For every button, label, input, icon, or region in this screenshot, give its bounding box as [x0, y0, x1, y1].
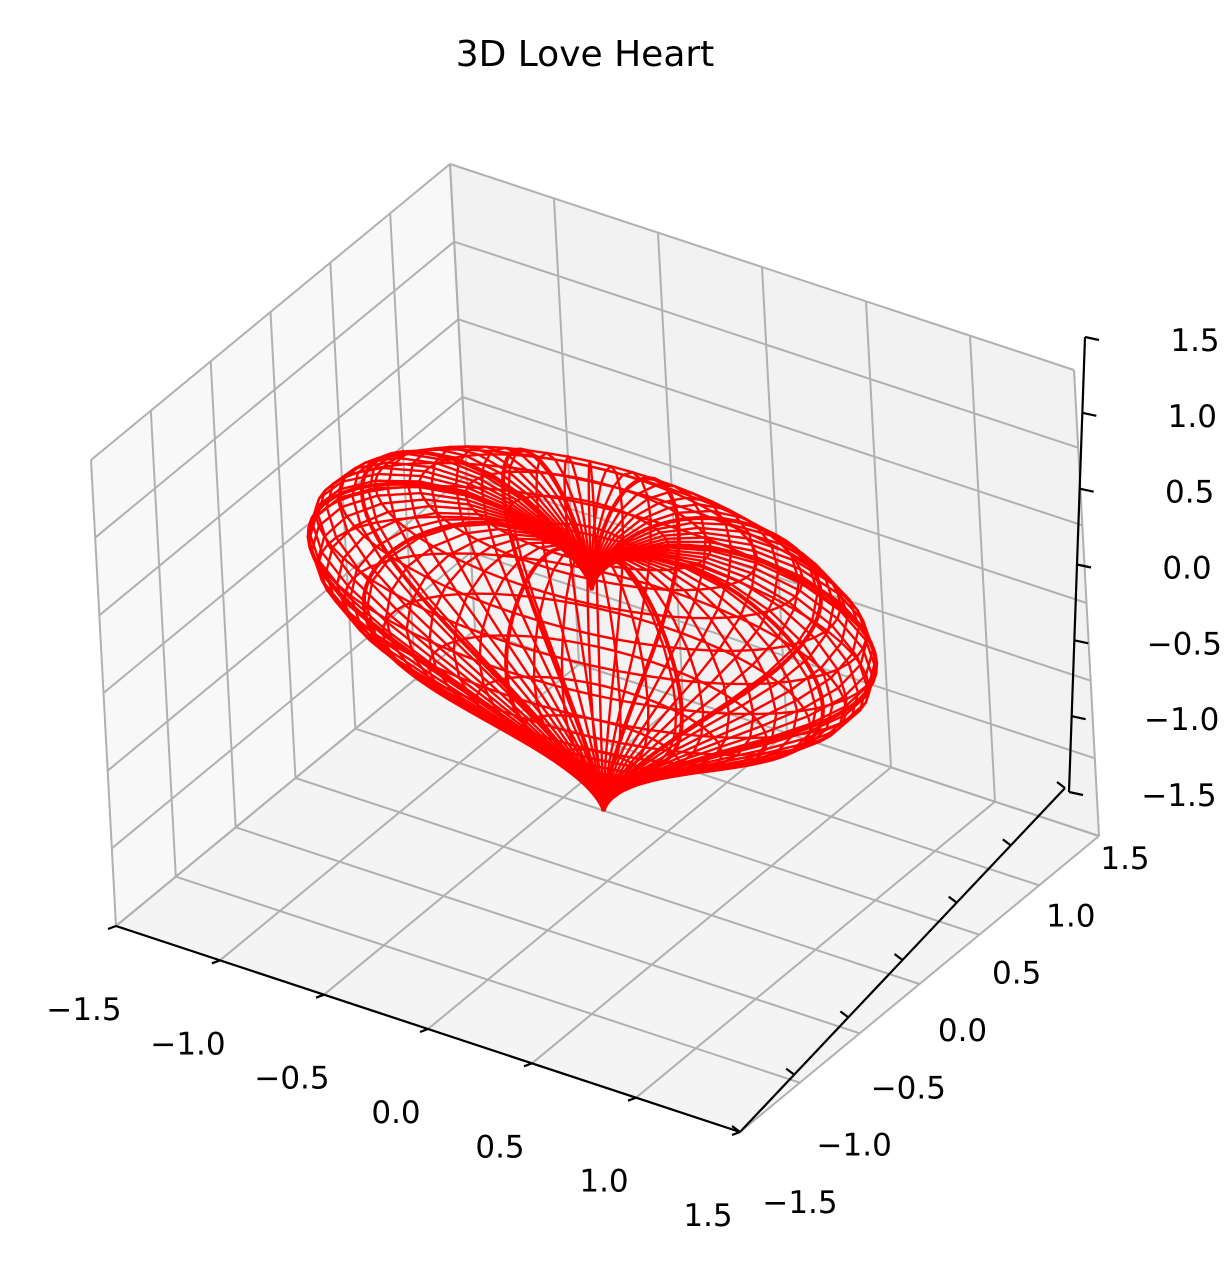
grid-z-back-6	[449, 163, 1075, 371]
heart-wire-line-44	[509, 557, 871, 740]
z-tick-4	[1079, 487, 1094, 493]
axes-panes	[91, 164, 1099, 1132]
x-tick-5	[627, 1096, 637, 1102]
heart-wire-line-42	[507, 503, 868, 686]
y-tick-2	[839, 1010, 849, 1019]
y-tick-5	[1002, 838, 1012, 847]
x-tick-label-5: 1.0	[579, 1164, 628, 1200]
x-tick-1	[211, 959, 221, 965]
heart-outline-5	[589, 476, 681, 812]
heart-wire-line-69	[418, 453, 640, 566]
y-tick-label-0: −1.5	[762, 1185, 837, 1221]
z-tick-label-4: 0.5	[1165, 475, 1214, 511]
x-tick-2	[315, 993, 325, 999]
grid-x-back-6	[1073, 369, 1100, 837]
z-tick-1	[1071, 715, 1086, 721]
grid-z-left-5	[94, 240, 455, 539]
heart-wire-line-65	[307, 484, 679, 673]
heart-wire-line-39	[536, 478, 759, 592]
x-tick-4	[523, 1062, 533, 1068]
axes-ticks: −1.5−1.5−1.5−1.0−1.0−1.0−0.5 −0.5−0.50.00…	[46, 323, 1222, 1234]
z-tick-label-2: −0.5	[1147, 626, 1222, 662]
z-tick-2	[1074, 639, 1089, 645]
y-tick-label-1: −1.0	[817, 1128, 892, 1164]
heart-wire-line-66	[314, 461, 675, 644]
grid-z-back-5	[453, 240, 1079, 449]
y-tick-label-5: 1.0	[1046, 898, 1095, 934]
y-tick-6	[1056, 781, 1066, 789]
x-tick-0	[107, 924, 117, 931]
grid-x-floor-6	[739, 835, 1100, 1133]
z-tick-label-6: 1.5	[1170, 323, 1219, 359]
y-tick-label-3: 0.0	[938, 1013, 987, 1049]
y-tick-3	[893, 953, 904, 961]
grid-y-left-6	[449, 163, 476, 631]
heart-wire-line-43	[505, 527, 878, 716]
z-tick-label-3: 0.0	[1162, 551, 1211, 587]
z-tick-0	[1068, 790, 1084, 797]
heart-wire-line-45	[518, 590, 847, 757]
y-tick-label-6: 1.5	[1100, 841, 1149, 877]
heart-wire-line-47	[546, 659, 768, 773]
heart-wireframe	[306, 445, 879, 812]
x-tick-label-4: 0.5	[475, 1129, 524, 1165]
x-tick-label-6: 1.5	[683, 1198, 732, 1234]
y-tick-4	[948, 895, 958, 904]
y-tick-label-2: −0.5	[871, 1070, 946, 1106]
x-tick-6	[731, 1130, 741, 1137]
grid-z-left-6	[90, 163, 451, 461]
x-tick-label-0: −1.5	[46, 992, 121, 1028]
z-tick-label-5: 1.0	[1168, 399, 1217, 435]
x-tick-label-3: 0.0	[371, 1095, 420, 1131]
heart-wire-line-48	[561, 694, 723, 777]
y-tick-0	[731, 1125, 741, 1133]
chart-title: 3D Love Heart	[456, 34, 715, 75]
x-tick-label-1: −1.0	[150, 1026, 225, 1062]
y-tick-label-4: 0.5	[992, 956, 1041, 992]
z-tick-3	[1076, 563, 1092, 569]
heart-wire-line-49	[575, 726, 682, 781]
z-tick-5	[1082, 411, 1097, 417]
z-tick-label-0: −1.5	[1141, 778, 1216, 814]
z-tick-label-1: −1.0	[1144, 702, 1219, 738]
heart-wire-line-70	[464, 470, 626, 553]
x-tick-label-2: −0.5	[254, 1061, 329, 1097]
x-tick-3	[419, 1027, 429, 1034]
y-tick-1	[785, 1067, 795, 1076]
z-tick-6	[1084, 335, 1100, 342]
heart-wire-line-68	[374, 445, 654, 587]
